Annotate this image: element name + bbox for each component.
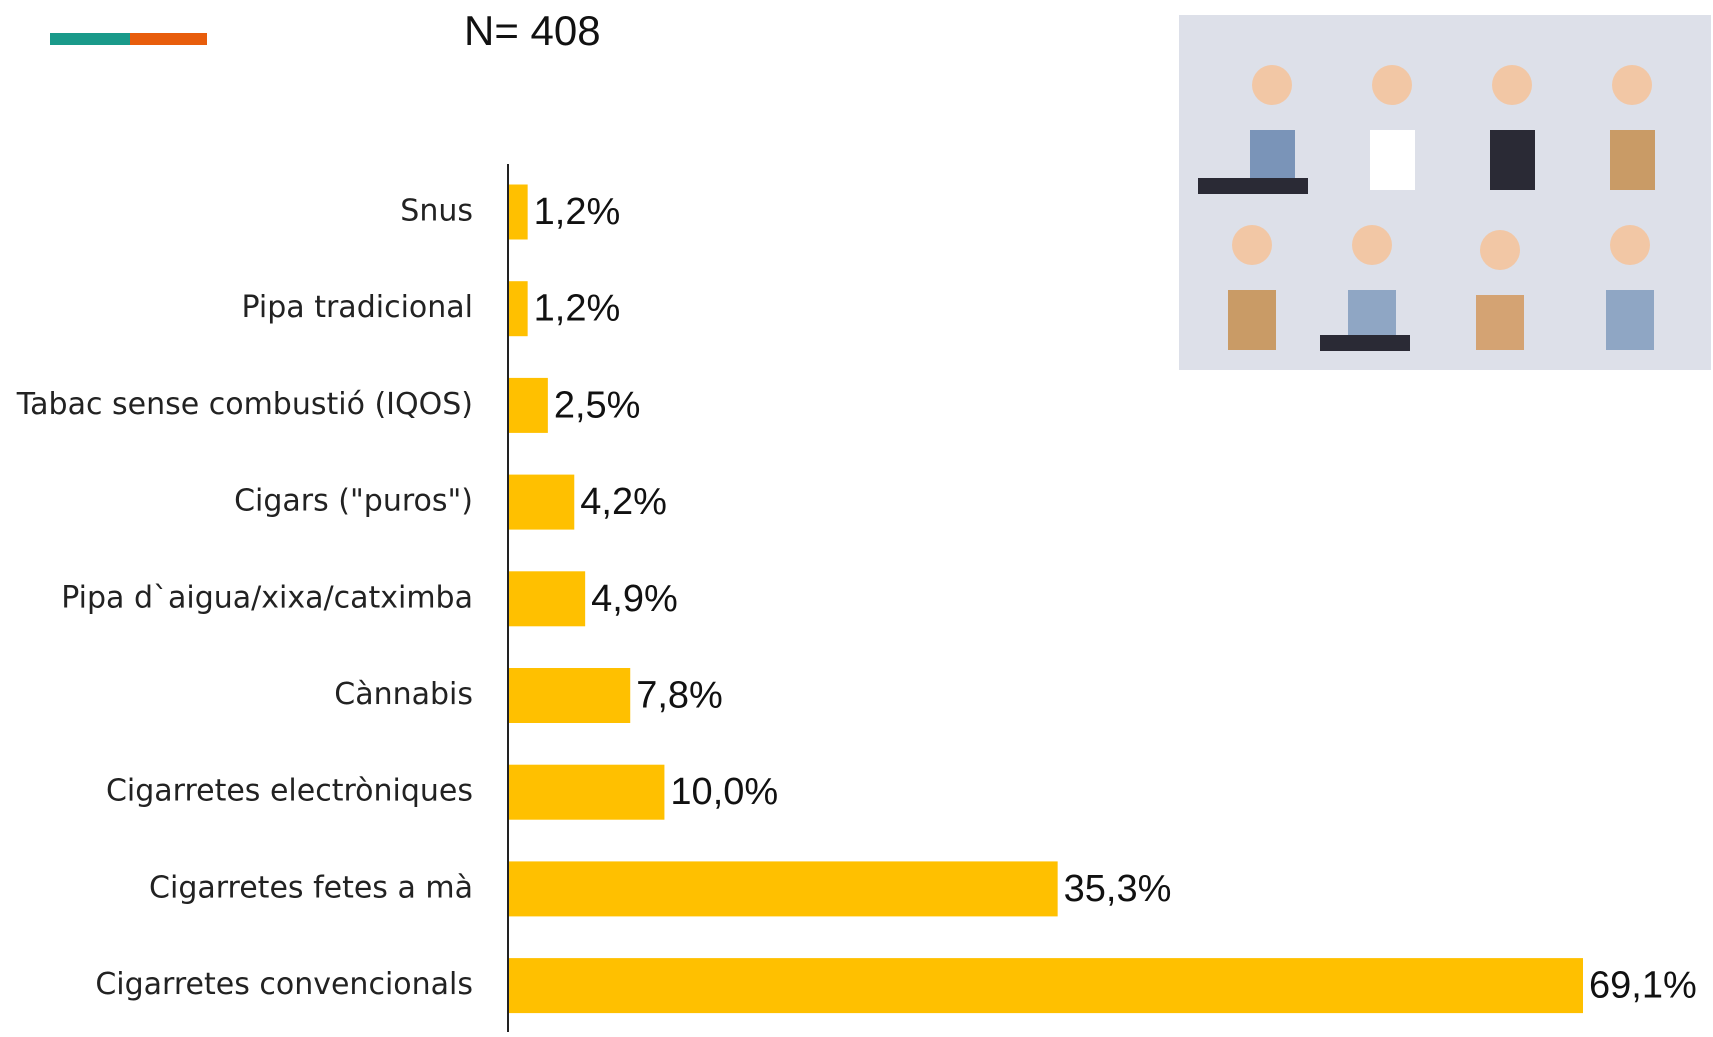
- logo-bar-teal: [50, 33, 130, 45]
- value-label: 69,1%: [1589, 965, 1697, 1007]
- category-label: Cigarretes fetes a mà: [149, 870, 473, 905]
- value-label: 10,0%: [670, 771, 778, 813]
- value-label: 4,2%: [580, 481, 667, 523]
- bar: [509, 668, 631, 723]
- bar: [509, 281, 528, 337]
- category-label: Cigarretes convencionals: [95, 967, 473, 1002]
- category-label: Snus: [400, 194, 473, 229]
- bar: [509, 377, 548, 433]
- value-label: 4,9%: [591, 578, 678, 620]
- value-label: 1,2%: [534, 288, 621, 330]
- bar: [509, 474, 575, 530]
- value-label: 2,5%: [554, 384, 641, 426]
- bar: [509, 184, 528, 240]
- bar: [509, 764, 665, 820]
- value-label: 7,8%: [636, 675, 723, 717]
- bar: [509, 958, 1583, 1014]
- sample-size: N= 408: [464, 7, 601, 54]
- bar: [509, 571, 586, 627]
- category-label: Cànnabis: [334, 677, 473, 712]
- value-label: 35,3%: [1064, 868, 1172, 910]
- category-label: Cigars ("puros"): [234, 484, 473, 519]
- logo-bar-orange: [130, 33, 207, 45]
- category-label: Pipa tradicional: [241, 290, 473, 325]
- bar: [509, 861, 1058, 917]
- illustration: [1179, 15, 1711, 370]
- category-label: Pipa d`aigua/xixa/catximba: [61, 580, 473, 615]
- category-label: Tabac sense combustió (IQOS): [16, 387, 473, 422]
- category-label: Cigarretes electròniques: [106, 774, 473, 809]
- value-label: 1,2%: [534, 191, 621, 233]
